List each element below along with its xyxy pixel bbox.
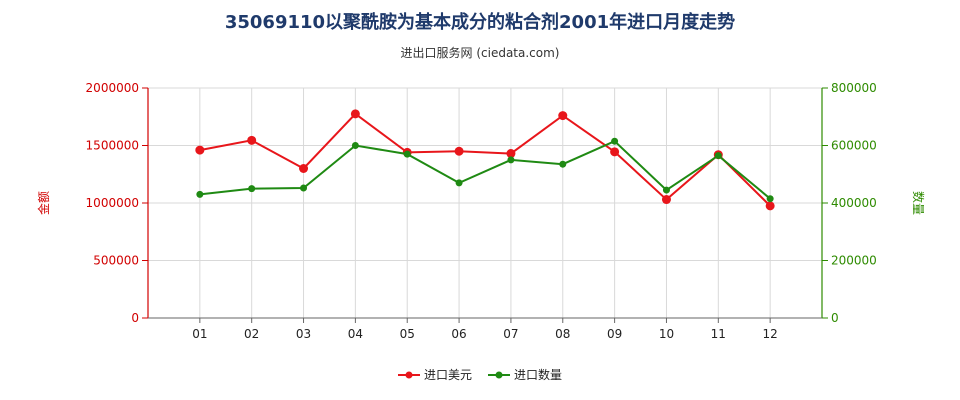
series-1-point bbox=[558, 111, 568, 121]
x-tick-label: 06 bbox=[451, 327, 466, 341]
series-1-point bbox=[454, 146, 464, 156]
series-group bbox=[195, 109, 775, 211]
x-tick-label: 10 bbox=[659, 327, 674, 341]
series-2-point bbox=[714, 152, 722, 160]
x-tick-label: 07 bbox=[503, 327, 518, 341]
y-right-tick-label: 0 bbox=[831, 311, 839, 325]
legend-label: 进口数量 bbox=[514, 367, 562, 382]
chart-subtitle: 进出口服务网 (ciedata.com) bbox=[400, 46, 560, 60]
series-1-point bbox=[195, 145, 205, 155]
y-right-tick-label: 400000 bbox=[831, 196, 877, 210]
y-axis-left-label: 金额 bbox=[36, 191, 51, 215]
series-2-point bbox=[662, 186, 670, 194]
y-right-tick-label: 200000 bbox=[831, 254, 877, 268]
x-tick-label: 04 bbox=[348, 327, 363, 341]
series-2-point bbox=[559, 160, 567, 168]
x-tick-label: 08 bbox=[555, 327, 570, 341]
x-tick-label: 11 bbox=[711, 327, 726, 341]
grid-lines bbox=[147, 87, 823, 318]
x-tick-label: 02 bbox=[244, 327, 259, 341]
y-left-tick-label: 2000000 bbox=[86, 81, 139, 95]
series-2-point bbox=[766, 195, 774, 203]
y-right-tick-label: 800000 bbox=[831, 81, 877, 95]
legend-swatch-marker bbox=[405, 371, 413, 379]
axes bbox=[142, 87, 828, 323]
y-left-tick-label: 1500000 bbox=[86, 139, 139, 153]
series-1-point bbox=[506, 149, 516, 159]
x-tick-label: 03 bbox=[296, 327, 311, 341]
y-left-tick-label: 1000000 bbox=[86, 196, 139, 210]
series-1-point bbox=[610, 147, 620, 157]
series-1-point bbox=[299, 164, 309, 173]
x-tick-label: 12 bbox=[763, 327, 778, 341]
series-1-point bbox=[661, 195, 671, 205]
legend-label: 进口美元 bbox=[424, 368, 472, 382]
y-left-tick-label: 500000 bbox=[93, 254, 139, 268]
series-1-point bbox=[247, 135, 257, 145]
series-2-point bbox=[403, 150, 411, 158]
legend: 进口美元 进口数量 bbox=[398, 367, 562, 382]
x-tick-label: 05 bbox=[400, 327, 415, 341]
y-axis-right-label: 数量 bbox=[911, 191, 926, 215]
x-tick-label: 09 bbox=[607, 327, 622, 341]
series-1-point bbox=[765, 201, 775, 211]
series-2-point bbox=[455, 179, 463, 187]
series-2-point bbox=[507, 156, 515, 164]
series-line-1 bbox=[199, 112, 771, 207]
series-2-point bbox=[611, 137, 619, 145]
y-right-tick-label: 600000 bbox=[831, 139, 877, 153]
tick-labels: 0 0 500000 200000 1000000 400000 1500000 600000… bbox=[86, 81, 877, 341]
series-2-point bbox=[248, 185, 256, 193]
series-2-point bbox=[300, 184, 308, 192]
y-left-tick-label: 0 bbox=[131, 311, 139, 325]
chart-title: 35069110以聚酰胺为基本成分的粘合剂2001年进口月度走势 bbox=[224, 12, 736, 33]
legend-swatch-marker bbox=[495, 371, 503, 379]
series-2-point bbox=[196, 190, 204, 198]
series-line-2 bbox=[199, 140, 771, 200]
series-1-point bbox=[350, 109, 360, 119]
x-tick-label: 01 bbox=[192, 327, 207, 341]
series-2-point bbox=[351, 142, 359, 149]
